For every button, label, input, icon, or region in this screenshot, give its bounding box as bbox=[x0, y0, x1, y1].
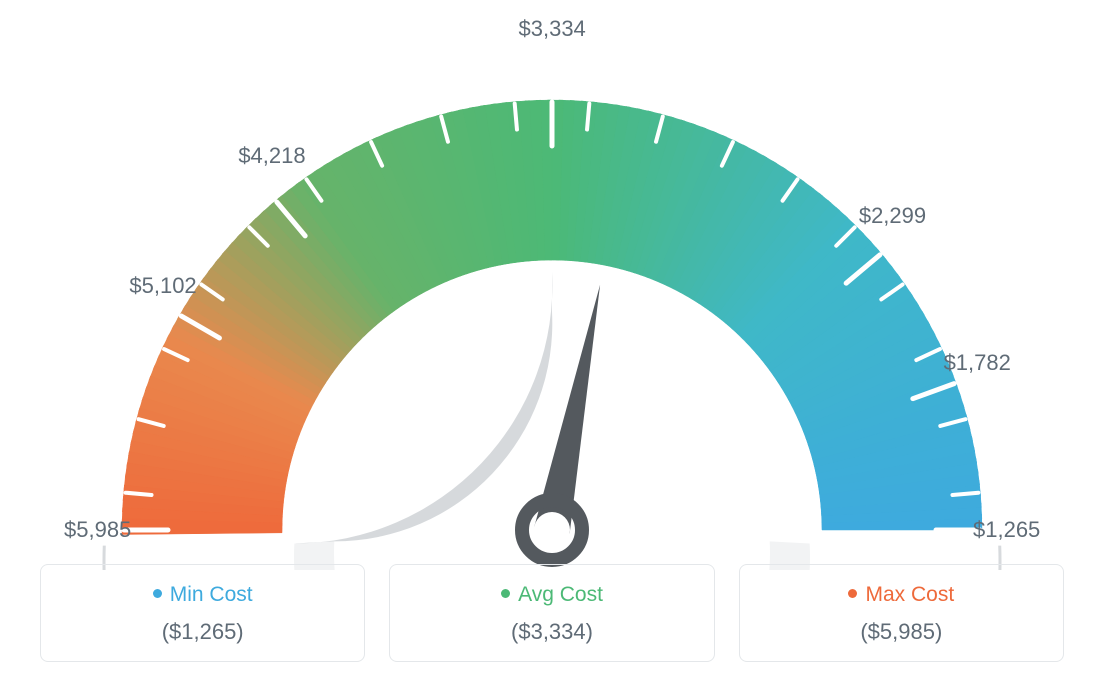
legend-title: Avg Cost bbox=[400, 583, 703, 607]
scale-label: $2,299 bbox=[859, 203, 926, 229]
legend-dot-icon bbox=[501, 589, 510, 598]
gauge-tick bbox=[587, 104, 589, 130]
scale-label: $5,102 bbox=[129, 273, 196, 299]
needle-hub-hole bbox=[534, 512, 570, 548]
legend-value: ($5,985) bbox=[750, 619, 1053, 645]
legend-card: Max Cost ($5,985) bbox=[739, 564, 1064, 662]
gauge-svg bbox=[52, 30, 1052, 570]
legend-title-text: Max Cost bbox=[865, 583, 954, 606]
gauge-tick bbox=[515, 104, 517, 130]
legend-title: Min Cost bbox=[51, 583, 354, 607]
scale-label: $5,985 bbox=[64, 517, 131, 543]
gauge-tick bbox=[126, 493, 152, 495]
legend-card: Min Cost ($1,265) bbox=[40, 564, 365, 662]
legend-title-text: Min Cost bbox=[170, 583, 253, 606]
legend-value: ($3,334) bbox=[400, 619, 703, 645]
legend-row: Min Cost ($1,265) Avg Cost ($3,334) Max Cost… bbox=[40, 564, 1064, 662]
scale-label: $3,334 bbox=[519, 16, 586, 42]
legend-card: Avg Cost ($3,334) bbox=[389, 564, 714, 662]
legend-dot-icon bbox=[848, 589, 857, 598]
gauge-chart-container: $1,265 $1,782 $2,299 $3,334 $4,218 $5,102 $5,9… bbox=[0, 0, 1104, 690]
scale-label: $4,218 bbox=[238, 143, 305, 169]
legend-title-text: Avg Cost bbox=[518, 583, 603, 606]
legend-value: ($1,265) bbox=[51, 619, 354, 645]
legend-dot-icon bbox=[153, 589, 162, 598]
gauge-area: $1,265 $1,782 $2,299 $3,334 $4,218 $5,102 $5,9… bbox=[0, 0, 1104, 560]
scale-label: $1,782 bbox=[944, 350, 1011, 376]
scale-label: $1,265 bbox=[973, 517, 1040, 543]
gauge-tick bbox=[952, 493, 978, 495]
legend-title: Max Cost bbox=[750, 583, 1053, 607]
